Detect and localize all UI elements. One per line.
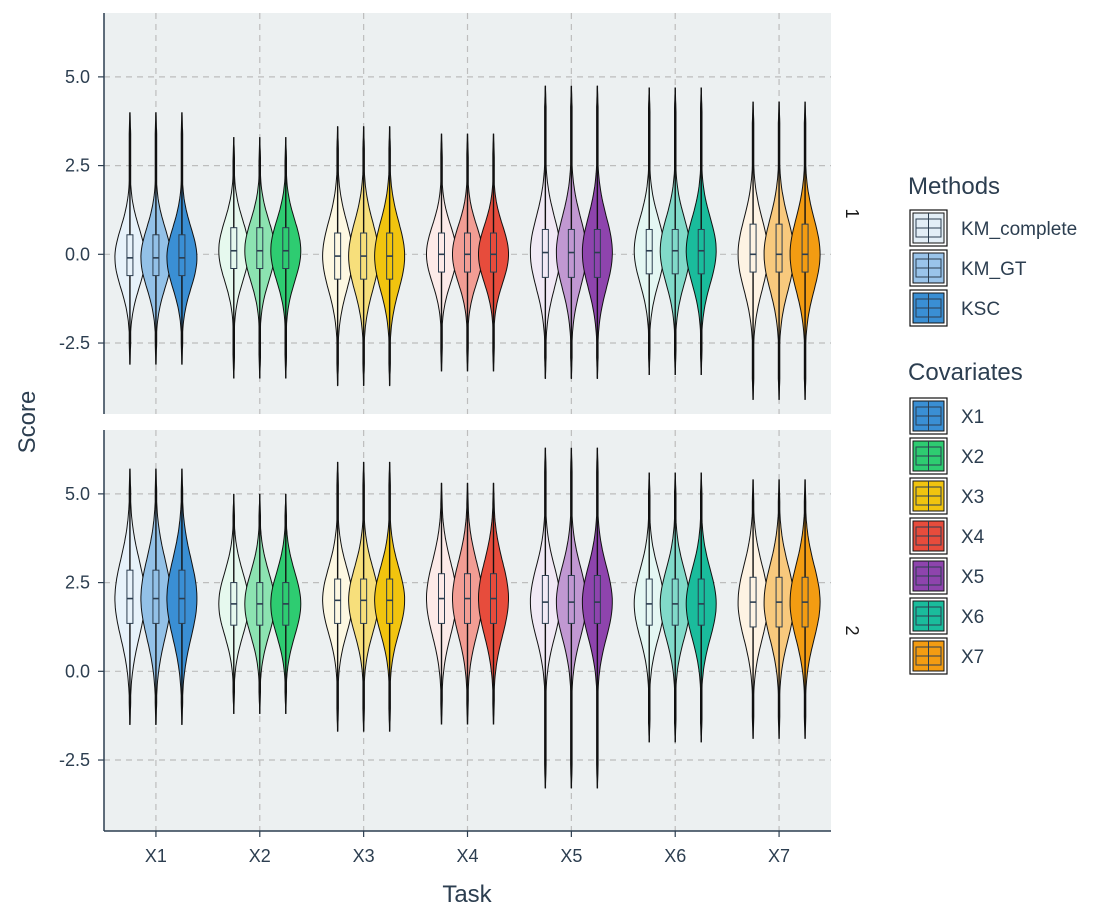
box-iqr <box>801 223 809 273</box>
legend-covariate-label: X6 <box>961 607 984 628</box>
box-iqr <box>671 228 679 275</box>
box-iqr <box>490 232 497 273</box>
x-tick-label: X3 <box>353 846 375 866</box>
box-iqr <box>775 223 783 273</box>
legend-covariate-label: X5 <box>961 567 984 588</box>
box-iqr <box>152 234 160 277</box>
box-iqr <box>282 227 290 270</box>
box-iqr <box>386 578 394 624</box>
legend-method-label: KSC <box>961 299 1000 320</box>
x-axis-title: Task <box>442 881 492 908</box>
y-tick-label: -2.5 <box>59 750 90 770</box>
box-iqr <box>697 228 705 275</box>
y-axis-title: Score <box>14 391 41 454</box>
box-iqr <box>438 232 445 273</box>
box-iqr <box>360 578 368 624</box>
x-tick-label: X1 <box>145 846 167 866</box>
facet-strip-label: 2 <box>842 625 862 635</box>
facet-strip-label: 1 <box>842 208 862 218</box>
legend-method-label: KM_complete <box>961 219 1077 240</box>
box-iqr <box>334 578 342 624</box>
box-iqr <box>541 228 549 278</box>
box-iqr <box>645 228 653 275</box>
box-iqr <box>749 223 757 273</box>
legend-covariate-label: X1 <box>961 407 984 428</box>
box-iqr <box>671 578 679 626</box>
box-iqr <box>126 569 134 624</box>
legend-covariate-label: X2 <box>961 447 984 468</box>
box-iqr <box>464 232 471 273</box>
x-tick-label: X4 <box>456 846 478 866</box>
y-tick-label: 5.0 <box>65 484 90 504</box>
legend-covariate-label: X4 <box>961 527 985 548</box>
x-tick-label: X7 <box>768 846 790 866</box>
box-iqr <box>593 574 601 624</box>
box-iqr <box>541 574 549 624</box>
x-tick-label: X2 <box>249 846 271 866</box>
y-tick-label: 2.5 <box>65 156 90 176</box>
legend-covariates-title: Covariates <box>908 359 1023 386</box>
box-iqr <box>178 234 186 277</box>
box-iqr <box>152 569 160 624</box>
y-tick-label: -2.5 <box>59 333 90 353</box>
legend-covariate-label: X3 <box>961 487 984 508</box>
legend-methods-title: Methods <box>908 173 1000 200</box>
box-iqr <box>593 228 601 278</box>
box-iqr <box>567 574 575 624</box>
y-tick-label: 0.0 <box>65 661 90 681</box>
box-iqr <box>126 234 134 277</box>
box-iqr <box>645 578 653 626</box>
x-tick-label: X6 <box>664 846 686 866</box>
panels-layer: -2.5 0.0 2.5 5.0 1 -2.5 0.0 2.5 5.0 2 X1 X2 X3 X4 X5 X6… <box>59 13 862 866</box>
y-tick-label: 0.0 <box>65 244 90 264</box>
box-iqr <box>256 227 264 270</box>
box-iqr <box>697 578 705 626</box>
y-tick-label: 5.0 <box>65 67 90 87</box>
box-iqr <box>178 569 186 624</box>
box-iqr <box>230 227 238 270</box>
legend-method-label: KM_GT <box>961 259 1027 280</box>
legend-covariate-label: X7 <box>961 647 984 668</box>
y-tick-label: 2.5 <box>65 573 90 593</box>
box-iqr <box>567 228 575 278</box>
legend: Methods Covariates KM_complete KM_GT KSC X1… <box>908 173 1077 675</box>
x-tick-label: X5 <box>560 846 582 866</box>
